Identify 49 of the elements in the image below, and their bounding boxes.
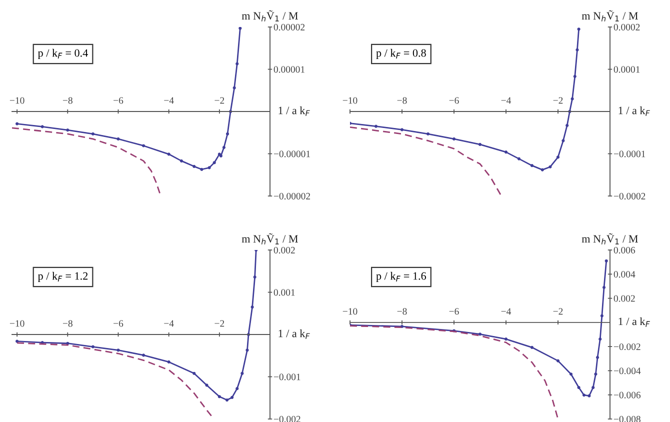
x-tick-label: −8: [62, 320, 72, 327]
y-axis-title: m N$_{h}$Ṽ$_{1}$ / M: [242, 10, 298, 22]
y-tick-label: −0.001: [274, 374, 300, 380]
y-tick-label: −0.004: [614, 368, 641, 374]
x-tick-label: −6: [449, 308, 459, 315]
x-tick-label: −4: [164, 320, 174, 327]
annotation: p / k$_{F}$ = 1.6: [376, 272, 426, 282]
x-tick-label: −8: [62, 97, 72, 104]
x-tick-label: −2: [214, 97, 224, 104]
y-tick-label: 0.00001: [274, 66, 304, 73]
y-tick-label: −0.00001: [274, 150, 310, 158]
y-tick-label: −0.00002: [274, 192, 310, 200]
annotation: p / k$_{F}$ = 0.4: [38, 48, 88, 60]
x-axis-title: 1 / a k$_{F}$: [618, 317, 650, 327]
x-tick-label: −6: [449, 97, 459, 104]
x-tick-label: −2: [553, 308, 563, 315]
x-tick-label: −8: [397, 97, 407, 104]
y-tick-label: 0.006: [614, 246, 636, 254]
y-tick-label: −0.0001: [614, 150, 646, 158]
y-tick-label: 0.002: [274, 246, 295, 254]
y-tick-label: 0.0001: [614, 66, 640, 73]
y-tick-label: 0.004: [614, 271, 636, 278]
x-tick-label: −4: [164, 97, 174, 104]
x-axis-title: 1 / a k$_{F}$: [618, 106, 650, 116]
x-tick-label: −6: [114, 320, 124, 327]
annotation: p / k$_{F}$ = 0.8: [376, 48, 426, 60]
x-tick-label: −2: [553, 97, 563, 104]
x-tick-label: −4: [501, 308, 512, 315]
x-tick-label: −10: [342, 308, 358, 315]
y-tick-label: −0.006: [614, 392, 641, 398]
x-tick-label: −6: [114, 97, 124, 104]
y-tick-label: 0.001: [274, 289, 295, 296]
y-tick-label: −0.0002: [614, 192, 646, 200]
x-tick-label: −10: [10, 97, 24, 104]
x-tick-label: −10: [342, 97, 358, 104]
x-tick-label: −8: [397, 308, 407, 315]
y-axis-title: m N$_{h}$Ṽ$_{1}$ / M: [582, 233, 638, 244]
y-tick-label: −0.002: [614, 343, 640, 350]
y-tick-label: 0.00002: [274, 24, 305, 31]
x-axis-title: 1 / a k$_{F}$: [278, 106, 310, 116]
x-tick-label: −4: [501, 97, 512, 104]
y-axis-title: m N$_{h}$Ṽ$_{1}$ / M: [582, 10, 638, 22]
x-axis-title: 1 / a k$_{F}$: [278, 329, 310, 339]
y-tick-label: 0.0002: [614, 24, 640, 31]
x-tick-label: −10: [10, 320, 24, 327]
y-tick-label: 0.002: [614, 295, 635, 302]
y-axis-title: m N$_{h}$Ṽ$_{1}$ / M: [242, 233, 298, 244]
annotation: p / k$_{F}$ = 1.2: [38, 272, 88, 282]
x-tick-label: −2: [214, 320, 224, 327]
